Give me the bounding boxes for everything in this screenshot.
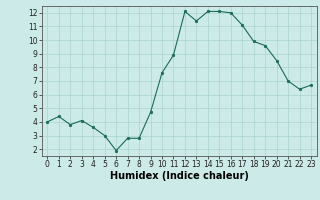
X-axis label: Humidex (Indice chaleur): Humidex (Indice chaleur) — [110, 171, 249, 181]
